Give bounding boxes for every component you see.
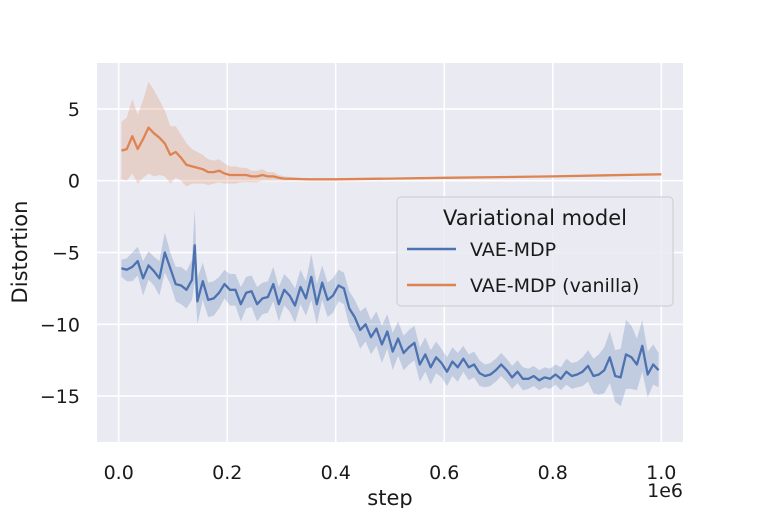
tick-labels: 0.0 0.2 0.4 0.6 0.8 1.0 5 0 −5 −10 −15 (40, 99, 677, 484)
y-tick-label: 0 (68, 171, 80, 193)
x-tick-label: 0.0 (104, 462, 134, 484)
band-vae-mdp (121, 209, 659, 407)
x-tick-label: 0.2 (212, 462, 242, 484)
x-tick-label: 0.8 (538, 462, 568, 484)
x-axis-label: step (367, 486, 412, 508)
legend-label-vae-mdp-vanilla: VAE-MDP (vanilla) (470, 275, 639, 297)
y-axis-label: Distortion (8, 201, 32, 304)
y-tick-label: −15 (40, 386, 80, 408)
legend-box (396, 196, 674, 307)
x-tick-label: 0.4 (321, 462, 351, 484)
y-tick-label: −10 (40, 314, 80, 336)
x-offset-label: 1e6 (647, 480, 683, 502)
legend-title: Variational model (443, 206, 627, 230)
band-vae-mdp-vanilla (121, 81, 662, 187)
confidence-bands (121, 81, 662, 407)
legend-label-vae-mdp: VAE-MDP (470, 239, 556, 261)
legend: Variational model VAE-MDP VAE-MDP (vanil… (396, 196, 674, 307)
y-tick-label: −5 (52, 243, 80, 265)
x-tick-label: 0.6 (429, 462, 459, 484)
y-tick-label: 5 (68, 99, 80, 121)
series-lines (121, 126, 662, 382)
series-line-vae-mdp-vanilla (121, 126, 662, 181)
series-line-vae-mdp (121, 244, 660, 382)
x-tick-label: 1.0 (646, 462, 676, 484)
